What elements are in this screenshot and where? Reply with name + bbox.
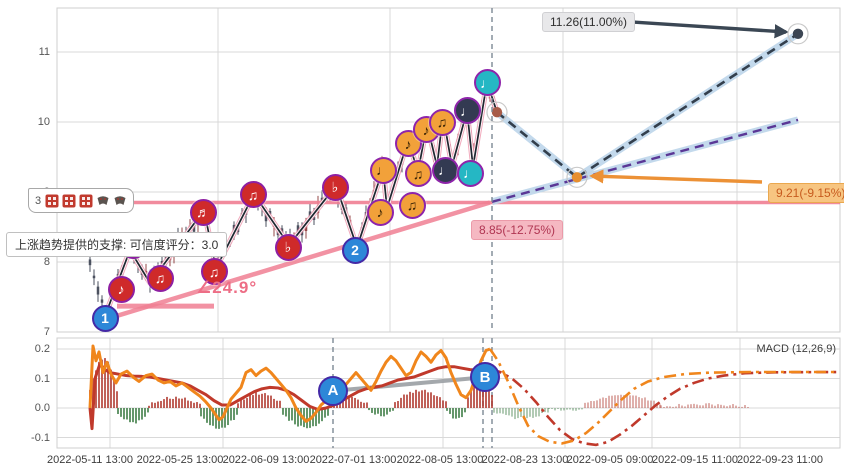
music-note-wave-icon[interactable]: ♬ xyxy=(189,198,217,226)
music-note-wave-icon[interactable]: ♫ xyxy=(146,264,174,292)
macd-axis-tick: -0.1 xyxy=(31,431,50,444)
music-note-wave-icon[interactable]: ♪ xyxy=(366,198,394,226)
dea-projection xyxy=(489,367,839,447)
target-dot-ring xyxy=(566,166,588,188)
music-note-wave-icon[interactable]: ♫ xyxy=(398,191,426,219)
music-note-wave-icon[interactable]: ♩ xyxy=(369,156,397,184)
music-note-wave-icon[interactable]: ♫ xyxy=(428,108,456,136)
flat-wave-icon[interactable]: ♭ xyxy=(321,173,349,201)
macd-axis-tick: 0.1 xyxy=(34,372,50,385)
music-note-wave-icon[interactable]: ♩ xyxy=(456,159,484,187)
music-note-wave-icon[interactable]: ♫ xyxy=(404,160,432,188)
macd-axis-tick: 0.0 xyxy=(34,402,50,414)
time-axis-tick: 2022-05-25 13:00 xyxy=(136,454,224,466)
music-note-wave-icon[interactable]: ♩ xyxy=(453,97,481,125)
music-note-wave-icon[interactable]: ♩ xyxy=(431,156,459,184)
wave-number-1[interactable]: 1 xyxy=(91,304,119,332)
pattern-badge[interactable]: 3 xyxy=(28,188,135,213)
target-dot-ring xyxy=(486,101,508,123)
target-dot xyxy=(491,107,503,118)
target-dot-ring xyxy=(787,23,809,45)
support-tooltip: 上涨趋势提供的支撑: 可信度评分：3.0 xyxy=(6,232,228,257)
dif-projection xyxy=(488,348,838,445)
target-arrow xyxy=(589,169,763,184)
time-axis-tick: 2022-08-23 13:00 xyxy=(481,454,569,466)
music-note-wave-icon[interactable]: ♫ xyxy=(200,258,228,286)
ab-line xyxy=(332,375,488,393)
trend-lines xyxy=(57,200,840,323)
macd-histogram xyxy=(89,358,749,429)
time-axis-tick: 2022-08-05 13:00 xyxy=(396,454,484,466)
target-dot xyxy=(792,28,804,39)
macd-indicator-title: MACD (12,26,9) xyxy=(756,343,836,355)
dif-line xyxy=(88,344,491,423)
red-stamp-pattern-icon xyxy=(45,194,59,207)
price-axis-tick: 7 xyxy=(43,326,50,338)
dea-line xyxy=(88,362,491,431)
time-axis-tick: 2022-09-05 09:00 xyxy=(566,454,654,466)
time-axis-tick: 2022-05-11 13:00 xyxy=(46,454,134,466)
macd-panel-grid xyxy=(56,337,841,449)
trend-angle-label: ∠24.9° xyxy=(196,278,258,297)
target-low-label[interactable]: 8.85(-12.75%) xyxy=(471,220,564,240)
time-axis-tick: 2022-09-15 11:00 xyxy=(651,454,739,466)
gray-moth-pattern-icon xyxy=(97,195,109,205)
red-stamp-pattern-icon xyxy=(79,194,93,207)
target-mid-label[interactable]: 9.21(-9.15%) xyxy=(768,183,844,203)
target-up-label[interactable]: 11.26(11.00%) xyxy=(542,12,635,32)
time-axis-tick: 2022-06-09 13:00 xyxy=(222,454,310,466)
gray-moth-pattern-icon xyxy=(114,195,126,205)
pattern-count: 3 xyxy=(35,194,42,207)
time-axis-tick: 2022-09-23 11:00 xyxy=(736,454,824,466)
time-axis-tick: 2022-07-01 13:00 xyxy=(309,454,397,466)
target-dot xyxy=(571,172,583,183)
target-arrow xyxy=(631,20,789,39)
music-note-wave-icon[interactable]: ♫ xyxy=(239,181,267,209)
support-tooltip-text: 上涨趋势提供的支撑: 可信度评分：3.0 xyxy=(15,238,219,252)
macd-marker-B[interactable]: B xyxy=(470,362,500,393)
price-panel-grid xyxy=(56,7,841,333)
price-axis-tick: 10 xyxy=(37,116,50,128)
price-axis-tick: 11 xyxy=(38,46,50,58)
trend-line xyxy=(102,200,491,323)
music-note-wave-icon[interactable]: ♩ xyxy=(473,69,501,97)
wave-number-2[interactable]: 2 xyxy=(341,236,369,264)
price-axis-tick: 8 xyxy=(43,256,50,268)
red-stamp-pattern-icon xyxy=(62,194,76,207)
music-note-wave-icon[interactable]: ♪ xyxy=(107,275,135,303)
flat-wave-icon[interactable]: ♭ xyxy=(274,233,302,261)
macd-marker-A[interactable]: A xyxy=(318,375,348,406)
macd-axis-tick: 0.2 xyxy=(34,343,50,355)
